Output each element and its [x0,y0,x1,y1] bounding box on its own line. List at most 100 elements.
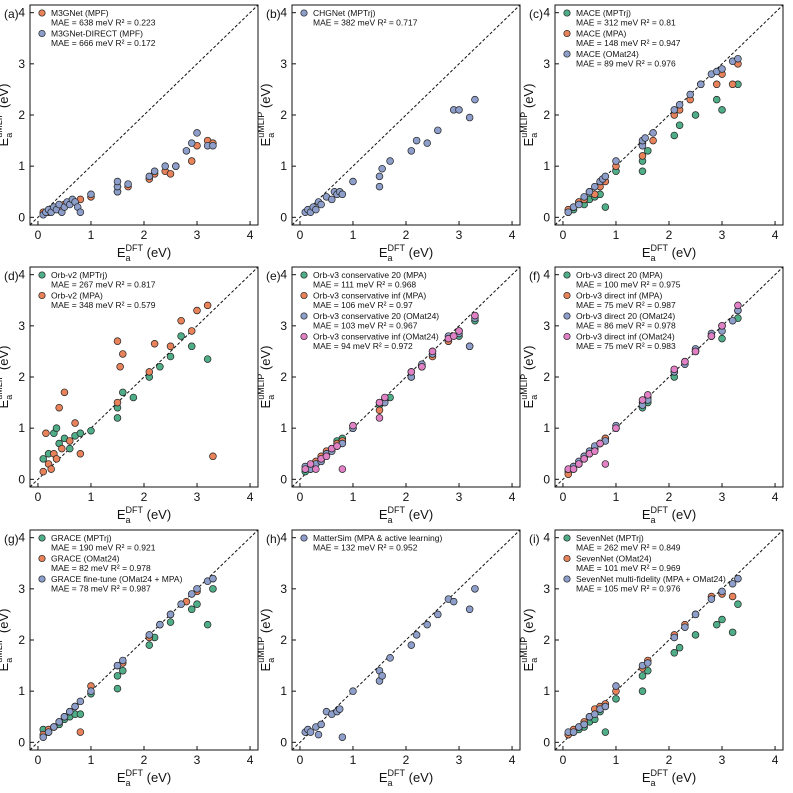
data-point [670,649,679,657]
data-point [734,574,742,583]
data-point [306,728,315,736]
y-tick-label: 3 [280,57,287,71]
y-tick-label: 0 [543,472,550,486]
data-point [649,129,657,137]
x-tick-label: 3 [194,490,201,504]
x-tick-label: 4 [247,490,254,504]
legend-marker [563,534,571,542]
legend-marker [38,9,46,17]
x-tick-label: 0 [297,490,304,504]
y-tick-label: 3 [18,319,25,333]
data-point [375,398,384,407]
x-tick-label: 1 [350,228,357,242]
x-tick-label: 0 [560,490,567,504]
legend-stats: MAE = 348 meV R² = 0.579 [51,300,156,310]
data-point [375,406,384,415]
data-point [349,177,357,186]
data-point [644,147,652,155]
legend-stats: MAE = 105 meV R² = 0.976 [576,584,681,594]
data-point [66,437,74,445]
data-point [428,347,437,356]
data-point [129,393,138,402]
x-tick-label: 0 [35,490,42,504]
legend-entry: GRACE fine-tune (OMat24 + MPA) [51,574,183,584]
legend-marker [300,332,308,341]
data-point [113,661,122,670]
y-tick-label: 1 [280,159,287,173]
legend-stats: MAE = 75 meV R² = 0.987 [576,300,676,310]
data-point [187,590,196,598]
y-axis-label: EauMLIP (eV) [0,609,14,672]
legend-stats: MAE = 89 meV R² = 0.976 [576,59,676,69]
data-point [381,393,389,402]
data-point [412,631,421,639]
data-point [718,106,726,114]
y-axis-label: EauMLIP (eV) [0,346,14,409]
data-point [50,723,58,731]
data-point [591,447,599,455]
data-point [734,301,742,310]
y-tick-label: 2 [18,370,25,384]
data-point [187,605,196,614]
data-point [670,106,679,114]
x-axis-label: EaDFT (eV) [117,768,171,788]
data-point [734,600,742,608]
x-tick-label: 4 [772,228,779,242]
y-tick-label: 3 [18,582,25,596]
panel-label: (i) [529,532,540,546]
data-point [575,200,583,209]
legend-entry: MACE (OMat24) [576,49,639,59]
data-point [728,592,737,601]
data-point [465,342,474,351]
data-point [378,164,386,173]
data-point [585,187,594,196]
data-point [449,332,458,340]
data-point [209,452,217,461]
x-tick-label: 0 [35,228,42,242]
y-axis-label: EauMLIP (eV) [256,609,276,672]
data-point [166,342,175,351]
y-tick-label: 2 [543,633,550,647]
data-point [338,465,347,473]
y-axis-label: EauMLIP (eV) [519,84,539,147]
legend-marker [563,291,571,300]
data-point [209,141,217,150]
panel-label: (c) [529,7,543,21]
x-axis-label: EaDFT (eV) [117,505,171,525]
panel-label: (d) [4,269,19,283]
y-tick-label: 0 [18,472,25,486]
data-point [71,419,79,427]
data-point [386,157,394,165]
y-tick-label: 4 [543,268,550,282]
y-tick-label: 4 [18,268,25,282]
data-point [601,728,610,736]
data-point [638,687,647,695]
legend-entry: MACE (MPTrj) [576,8,631,18]
y-tick-label: 0 [18,735,25,749]
data-point [52,455,61,463]
data-point [580,455,588,463]
x-tick-label: 2 [141,753,148,767]
data-point [209,574,217,583]
data-point [333,442,341,450]
data-point [60,388,69,397]
x-tick-label: 4 [247,753,254,767]
y-tick-label: 0 [280,210,287,224]
data-point [670,365,679,374]
data-point [113,684,122,693]
data-point [116,363,124,371]
y-tick-label: 2 [18,108,25,122]
y-tick-label: 1 [18,421,25,435]
legend-entry: M3GNet (MPF) [51,8,109,18]
data-point [203,620,212,629]
legend-entry: MatterSim (MPA & active learning) [313,533,442,543]
data-point [42,429,50,438]
data-point [691,631,700,639]
legend-marker [300,271,308,279]
data-point [465,605,474,614]
data-point [407,641,416,649]
x-tick-label: 4 [509,228,516,242]
